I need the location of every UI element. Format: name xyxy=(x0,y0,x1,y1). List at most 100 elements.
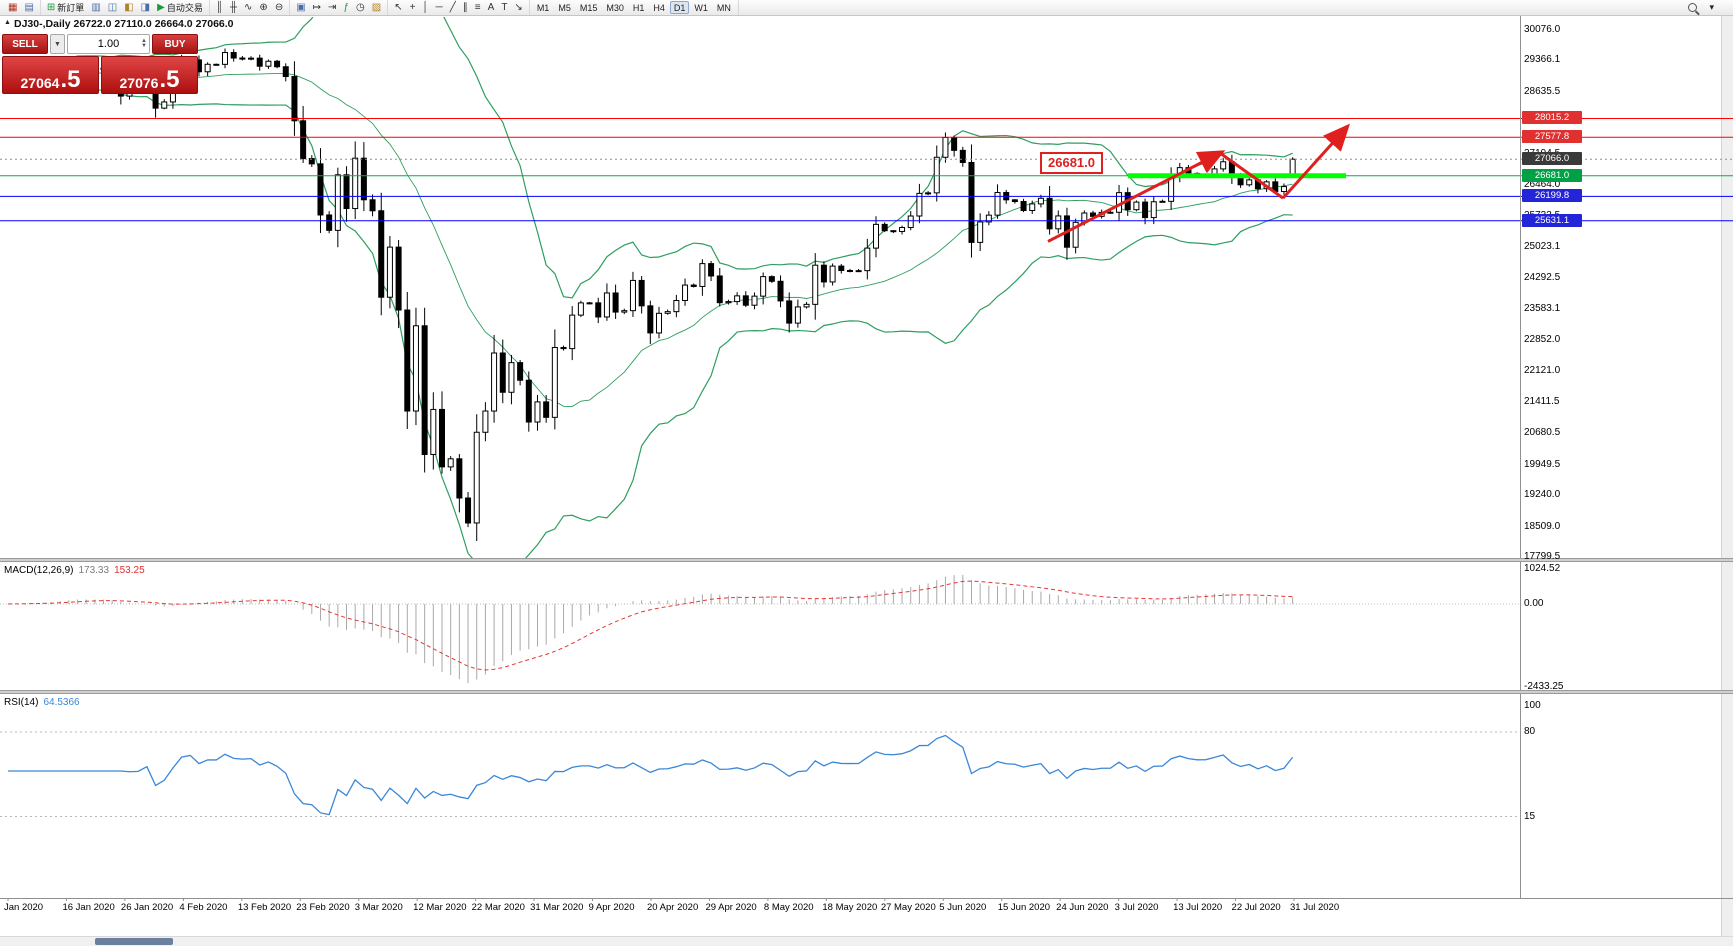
candle-body xyxy=(742,295,749,306)
support-line-2-tag[interactable]: 25631.1 xyxy=(1522,213,1582,227)
arrows-icon[interactable]: ↘ xyxy=(511,1,525,15)
macd-panel xyxy=(0,574,1520,684)
time-axis-label: 20 Apr 2020 xyxy=(647,902,699,913)
horizontal-line-icon[interactable]: ─ xyxy=(433,1,446,15)
volume-field[interactable]: 1.00 ▲ ▼ xyxy=(67,34,150,54)
timeframe-m1-button[interactable]: M1 xyxy=(533,1,554,14)
timeframe-mn-button[interactable]: MN xyxy=(713,1,735,14)
buy-button[interactable]: BUY xyxy=(152,34,198,54)
crosshair-icon[interactable]: + xyxy=(407,1,419,15)
timeframe-h4-button[interactable]: H4 xyxy=(649,1,669,14)
autotrading-button: ▶ xyxy=(157,1,165,13)
tile-windows-icon[interactable]: ▣ xyxy=(293,1,308,15)
timeframe-m30-button[interactable]: M30 xyxy=(602,1,628,14)
buy-price-display[interactable]: 27076.5 xyxy=(101,56,198,94)
templates-icon[interactable]: ▨ xyxy=(369,1,384,15)
one-click-trading-panel: SELL ▼ 1.00 ▲ ▼ BUY 27064.5 27076.5 xyxy=(2,34,198,94)
terminal-icon[interactable]: ◨ xyxy=(138,1,153,15)
chart-shift-icon[interactable]: ⇥ xyxy=(325,1,339,15)
bollinger-upper-band[interactable] xyxy=(7,0,1293,299)
timeframe-m15-button[interactable]: M15 xyxy=(576,1,602,14)
channel-icon[interactable]: ∥ xyxy=(460,1,471,15)
data-window-icon[interactable]: ◫ xyxy=(105,1,120,15)
time-axis-label: 24 Jun 2020 xyxy=(1056,902,1109,913)
volume-dropdown-button[interactable]: ▼ xyxy=(50,34,65,54)
key-level-line-tag[interactable]: 26681.0 xyxy=(1522,168,1582,182)
candle-body xyxy=(716,275,723,304)
spin-down-icon[interactable]: ▼ xyxy=(141,43,147,49)
horizontal-scrollbar[interactable] xyxy=(0,936,1733,946)
candle-body xyxy=(265,60,272,67)
quick-menu-button[interactable]: ▾ xyxy=(1706,1,1717,15)
time-axis-label: 23 Feb 2020 xyxy=(296,902,350,913)
bollinger-lower-band[interactable] xyxy=(7,86,1293,572)
candle-body xyxy=(864,247,871,272)
cursor-icon[interactable]: ↖ xyxy=(391,1,405,15)
candle-body xyxy=(664,311,671,314)
candle-body xyxy=(942,136,949,158)
text-icon[interactable]: A xyxy=(485,1,498,15)
market-watch-icon[interactable]: ▥ xyxy=(88,1,103,15)
candle-body xyxy=(595,302,602,318)
new-chart-icon: ▦ xyxy=(8,1,18,13)
sell-price-fraction: .5 xyxy=(60,65,81,93)
candle-body xyxy=(412,325,419,412)
candle-body xyxy=(534,401,541,423)
vertical-line-icon[interactable]: │ xyxy=(419,1,431,15)
trend-arrow-up-1[interactable] xyxy=(1047,150,1226,243)
price-level-callout[interactable]: 26681.0 xyxy=(1040,152,1103,174)
navigator-icon[interactable]: ◧ xyxy=(121,1,136,15)
price-axis-label: 17799.5 xyxy=(1524,551,1561,562)
trend-arrow-up-2[interactable] xyxy=(1281,123,1351,200)
profiles-icon[interactable]: ▤ xyxy=(21,1,36,15)
right-scrollbar-strip[interactable] xyxy=(1721,16,1733,937)
sell-button[interactable]: SELL xyxy=(2,34,48,54)
autotrading-button[interactable]: ▶ 自动交易 xyxy=(154,1,206,15)
panel-separator[interactable] xyxy=(0,558,1733,562)
indicators-icon[interactable]: ƒ xyxy=(340,1,352,15)
terminal-icon: ◨ xyxy=(140,1,151,13)
trend-correction-line[interactable] xyxy=(1219,151,1284,200)
candlestick-chart-icon[interactable]: ╫ xyxy=(227,1,240,15)
new-order-button[interactable]: ⊞ 新訂單 xyxy=(44,1,87,15)
timeframe-d1-button[interactable]: D1 xyxy=(669,1,690,14)
sell-price-display[interactable]: 27064.5 xyxy=(2,56,99,94)
bar-chart-icon[interactable]: ║ xyxy=(213,1,226,15)
spin-up-icon[interactable]: ▲ xyxy=(141,38,147,44)
search-button[interactable] xyxy=(1685,1,1700,15)
label-icon[interactable]: T xyxy=(498,1,510,15)
new-chart-icon[interactable]: ▦ xyxy=(5,1,20,15)
one-click-collapse-icon[interactable]: ▲ xyxy=(4,19,11,26)
candle-body xyxy=(994,192,1001,216)
time-axis-label: 13 Jul 2020 xyxy=(1173,902,1223,913)
market-watch-icon: ▥ xyxy=(91,1,101,13)
resistance-line-1-tag[interactable]: 28015.2 xyxy=(1522,111,1582,125)
candle-body xyxy=(456,458,463,499)
support-line-1-tag[interactable]: 26199.8 xyxy=(1522,189,1582,203)
candle-body xyxy=(491,352,498,412)
timeframe-w1-button[interactable]: W1 xyxy=(690,1,712,14)
zoom-out-icon[interactable]: ⊖ xyxy=(272,1,286,15)
trendline-icon[interactable]: ╱ xyxy=(447,1,459,15)
candle-body xyxy=(508,362,515,393)
channel-icon: ∥ xyxy=(462,1,468,13)
periods-icon[interactable]: ◷ xyxy=(353,1,368,15)
bollinger-middle-band[interactable] xyxy=(7,72,1293,408)
fibonacci-icon[interactable]: ≡ xyxy=(472,1,484,15)
new-order-button-label: 新訂單 xyxy=(57,3,85,13)
candle-body xyxy=(881,223,888,232)
bid-price-line-tag[interactable]: 27066.0 xyxy=(1522,152,1582,166)
line-chart-icon[interactable]: ∿ xyxy=(241,1,255,15)
scrollbar-thumb[interactable] xyxy=(95,938,173,945)
timeframe-h1-button[interactable]: H1 xyxy=(629,1,649,14)
volume-value[interactable]: 1.00 xyxy=(97,38,120,50)
timeframe-m5-button[interactable]: M5 xyxy=(554,1,575,14)
auto-scroll-icon: ↦ xyxy=(312,1,322,13)
candle-body xyxy=(222,52,228,65)
resistance-line-2-tag[interactable]: 27577.8 xyxy=(1522,130,1582,144)
volume-spinner[interactable]: ▲ ▼ xyxy=(141,35,147,53)
panel-separator[interactable] xyxy=(0,690,1733,694)
auto-scroll-icon[interactable]: ↦ xyxy=(310,1,324,15)
zoom-in-icon[interactable]: ⊕ xyxy=(256,1,270,15)
